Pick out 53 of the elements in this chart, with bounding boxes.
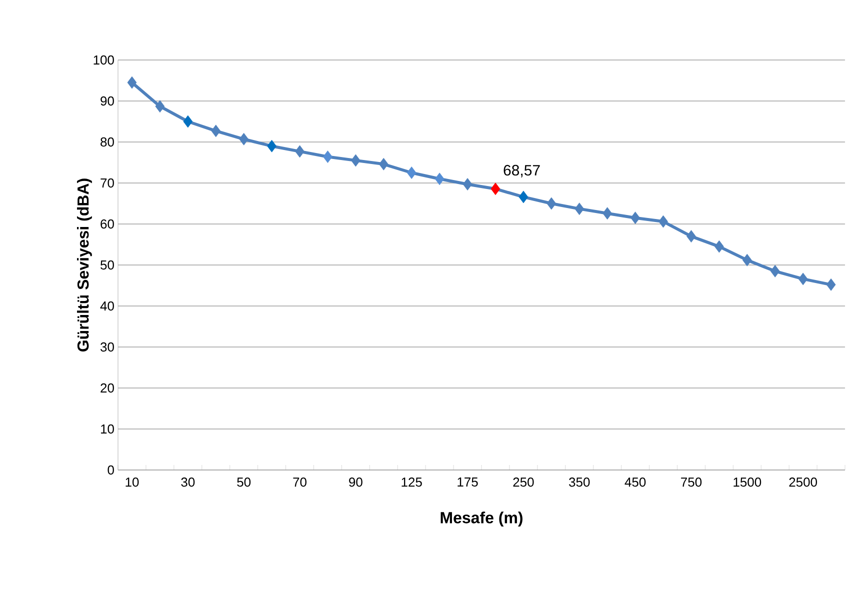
y-tick-label: 30 [100, 342, 114, 352]
point [826, 278, 836, 291]
point [155, 100, 165, 113]
point [378, 158, 388, 170]
point [602, 207, 612, 220]
x-tick-label: 90 [349, 478, 362, 487]
y-tick-label: 90 [100, 96, 114, 106]
point [546, 197, 556, 210]
x-tick-label: 750 [681, 478, 702, 487]
point [406, 166, 416, 179]
point [267, 140, 276, 152]
x-tick-label: 10 [126, 478, 139, 487]
point [350, 154, 360, 167]
point [295, 145, 304, 158]
x-tick-label: 175 [458, 478, 478, 487]
x-tick-label: 70 [293, 478, 306, 487]
x-tick-label: 450 [624, 478, 646, 487]
x-tick-label: 50 [237, 478, 251, 487]
y-tick-label: 80 [100, 137, 114, 147]
y-tick-label: 20 [100, 383, 114, 393]
y-tick-label: 100 [94, 55, 114, 65]
x-tick-label: 250 [513, 478, 534, 487]
point [686, 230, 696, 242]
point [323, 150, 332, 163]
point [630, 212, 640, 224]
y-tick-label: 10 [100, 424, 114, 434]
data-label: 68,57 [504, 164, 540, 178]
y-tick-label: 60 [100, 219, 114, 229]
point [770, 264, 780, 278]
y-tick-label: 70 [100, 178, 114, 188]
y-tick-label: 40 [100, 301, 114, 311]
x-tick-label: 2500 [789, 478, 818, 487]
y-tick-label: 0 [108, 465, 114, 475]
x-tick-label: 125 [402, 478, 422, 487]
x-axis-title: Mesafe (m) [440, 512, 522, 527]
y-tick-label: 50 [100, 260, 114, 270]
point [798, 272, 808, 286]
point [434, 172, 444, 186]
x-tick-label: 1500 [734, 478, 762, 487]
point [658, 215, 668, 228]
x-tick-label: 350 [569, 478, 590, 487]
point [490, 182, 500, 196]
point [574, 202, 584, 216]
point [714, 240, 724, 253]
point [211, 124, 221, 138]
point [127, 76, 137, 89]
point [518, 190, 528, 204]
point [462, 178, 472, 190]
point [742, 254, 752, 266]
x-tick-label: 30 [181, 478, 195, 487]
y-axis-title: Gürültü Seviyesi (dBA) [77, 178, 92, 352]
point [239, 132, 249, 146]
point [183, 115, 193, 128]
